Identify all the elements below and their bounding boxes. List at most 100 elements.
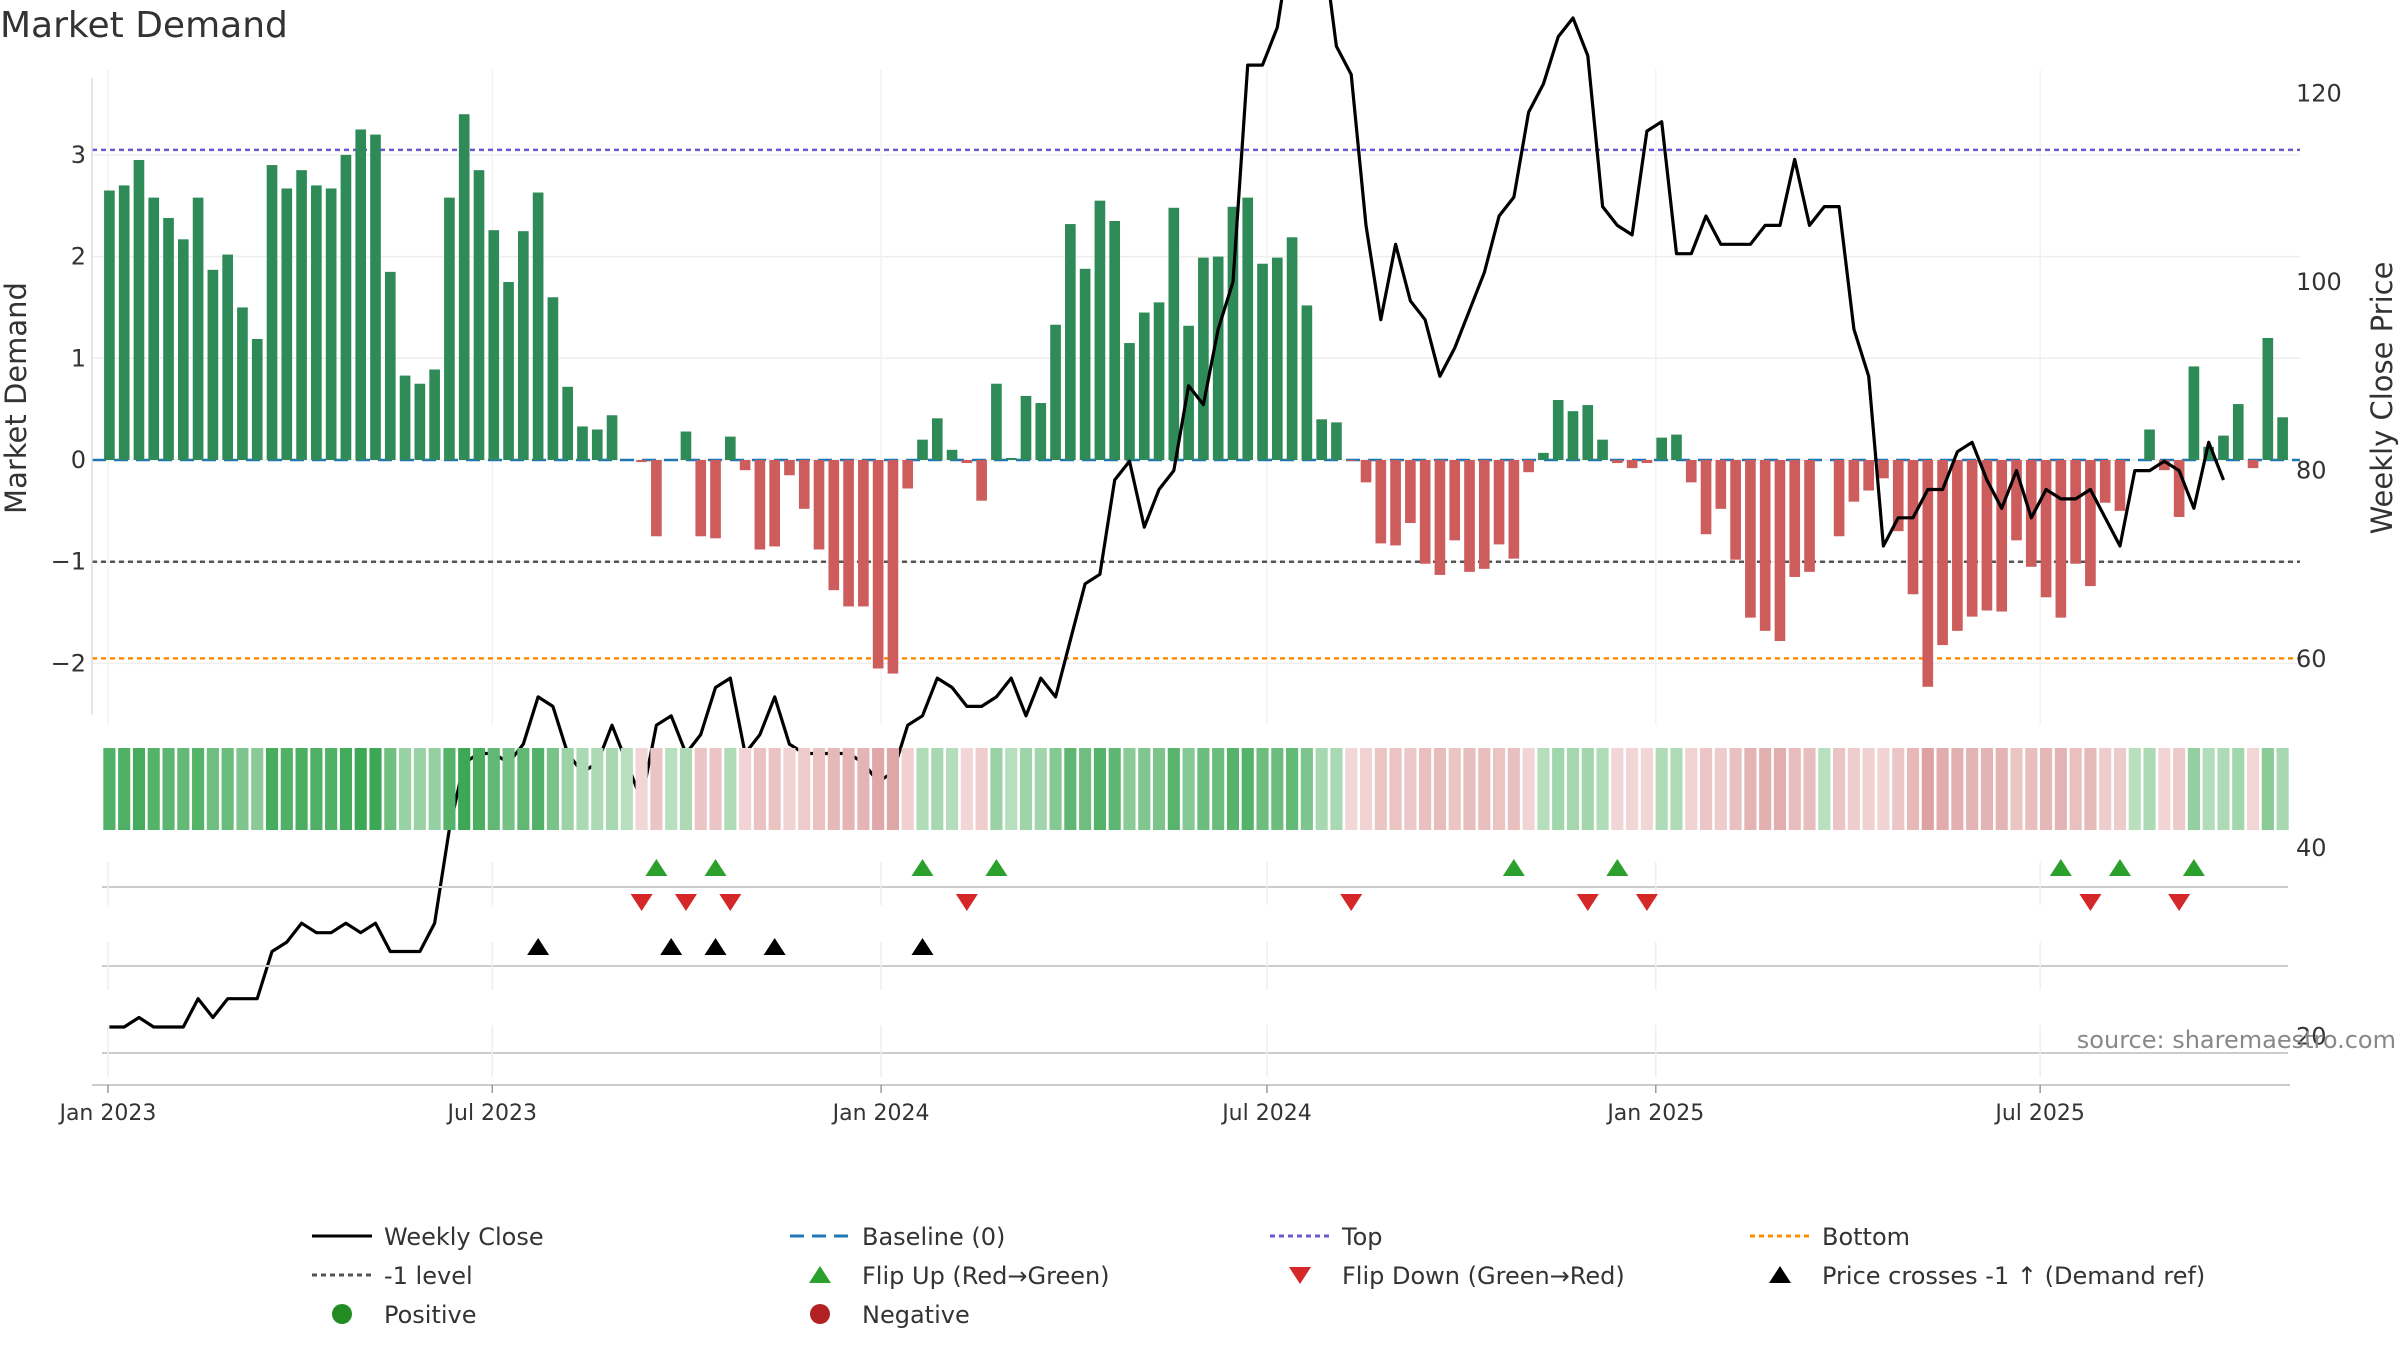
heat-cell <box>1833 748 1846 830</box>
demand-bar <box>1035 403 1047 460</box>
flip-down-marker <box>955 894 978 911</box>
right-tick-label: 80 <box>2296 457 2327 485</box>
demand-bar <box>2188 366 2200 460</box>
heat-cell <box>1123 748 1136 830</box>
demand-bar <box>1065 224 1076 460</box>
heat-cell <box>650 748 663 830</box>
demand-bar <box>976 460 987 501</box>
legend-flip-down: Flip Down (Green→Red) <box>1342 1262 1625 1290</box>
heat-cell <box>1773 748 1787 830</box>
heat-cell <box>1980 748 1993 830</box>
heat-cell <box>1064 748 1077 830</box>
demand-bar <box>858 460 869 607</box>
demand-bar <box>1168 207 1180 460</box>
heat-cell <box>1951 748 1964 830</box>
demand-bar <box>651 460 662 537</box>
heat-cell <box>1478 748 1491 830</box>
demand-bar <box>1050 324 1061 460</box>
heat-cell <box>931 748 944 830</box>
heat-cell <box>1611 748 1624 830</box>
heat-cell <box>1241 748 1254 830</box>
heat-cell <box>1670 748 1683 830</box>
heat-cell <box>1862 748 1875 830</box>
heat-cell <box>1655 748 1668 830</box>
flip-down-marker <box>1635 894 1658 911</box>
demand-bar <box>547 297 559 460</box>
x-tick-label: Jul 2023 <box>446 1101 538 1126</box>
right-axis-label: Weekly Close Price <box>2365 262 2399 535</box>
demand-bar <box>1020 395 1032 460</box>
flip-down-marker <box>674 894 697 911</box>
heat-cell <box>1640 748 1653 830</box>
heat-cell <box>1936 748 1949 830</box>
demand-bar <box>680 431 692 460</box>
demand-bar <box>946 449 958 460</box>
demand-bar <box>340 154 352 460</box>
demand-bar <box>384 271 396 460</box>
heat-cell <box>502 748 515 830</box>
demand-bar <box>104 190 115 460</box>
demand-bar <box>192 197 204 460</box>
heat-cell <box>2246 748 2260 830</box>
heat-cell <box>1079 748 1092 830</box>
heat-cell <box>354 748 367 830</box>
demand-bar <box>2232 404 2244 460</box>
heat-cell <box>1330 748 1343 830</box>
heat-cell <box>783 748 796 830</box>
heat-cell <box>1182 748 1195 830</box>
demand-bar <box>473 170 485 460</box>
legend-negative: Negative <box>862 1301 970 1329</box>
heat-cell <box>2202 748 2215 830</box>
heat-cell <box>295 748 308 830</box>
heat-cell <box>990 748 1003 830</box>
demand-bar <box>148 197 160 460</box>
demand-bar <box>1449 460 1461 541</box>
heat-cell <box>857 748 870 830</box>
demand-bar <box>163 217 174 460</box>
demand-bar <box>887 460 899 674</box>
heat-cell <box>1256 748 1269 830</box>
event-markers <box>102 859 2288 1077</box>
legend-price-cross-swatch <box>1769 1266 1791 1283</box>
heat-cell <box>384 748 397 830</box>
heat-cell <box>147 748 160 830</box>
demand-bar <box>325 188 337 460</box>
heat-cell <box>1507 748 1520 830</box>
flip-up-marker <box>911 859 934 876</box>
right-tick-label: 20 <box>2296 1022 2327 1050</box>
demand-bar <box>503 282 514 460</box>
right-tick-label: 120 <box>2296 79 2342 107</box>
heat-cell <box>118 748 131 830</box>
demand-bar <box>1419 460 1431 564</box>
chart-title: Market Demand <box>0 5 288 46</box>
legend-bottom: Bottom <box>1822 1223 1910 1251</box>
left-axis-label: Market Demand <box>0 282 33 514</box>
heat-cell <box>1271 748 1284 830</box>
heat-cell <box>1921 748 1934 830</box>
heat-cell <box>1374 748 1387 830</box>
heat-cell <box>1803 748 1816 830</box>
demand-bar <box>177 239 189 460</box>
heat-cell <box>280 748 293 830</box>
demand-bar <box>1212 256 1224 460</box>
heat-cell <box>192 748 205 830</box>
heat-cell <box>635 748 648 830</box>
demand-bar <box>1597 439 1608 460</box>
heat-cell <box>886 748 899 830</box>
heat-cell <box>2069 748 2082 830</box>
heat-cell <box>546 748 559 830</box>
heat-cell <box>694 748 707 830</box>
demand-bar <box>1641 460 1653 464</box>
demand-bar <box>1730 460 1741 560</box>
demand-bar <box>458 114 470 460</box>
heat-cell <box>2158 748 2171 830</box>
heat-cell <box>739 748 752 830</box>
heat-cell <box>605 748 619 830</box>
flip-up-marker <box>645 859 668 876</box>
heat-cell <box>2187 748 2200 830</box>
demand-bar <box>2277 417 2288 460</box>
right-tick-label: 60 <box>2296 645 2327 673</box>
heat-cell <box>709 748 722 830</box>
left-tick-label: 3 <box>71 141 86 169</box>
